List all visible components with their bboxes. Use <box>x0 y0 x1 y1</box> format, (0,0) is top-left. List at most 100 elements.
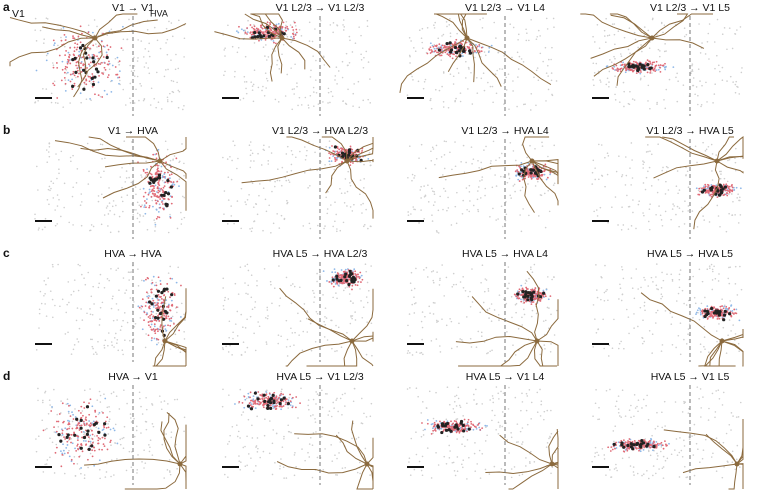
red-cell <box>360 281 362 283</box>
background-cell <box>702 215 704 217</box>
background-cell <box>174 68 177 71</box>
red-cell <box>69 46 72 49</box>
background-cell <box>178 90 181 93</box>
background-cell <box>548 58 550 61</box>
background-cell <box>623 347 625 350</box>
background-cell <box>140 405 142 408</box>
background-cell <box>337 326 340 329</box>
red-cell <box>726 185 729 188</box>
background-cell <box>245 92 248 95</box>
background-cell <box>52 197 55 199</box>
background-cell <box>112 295 114 298</box>
red-cell <box>468 46 470 49</box>
background-cell <box>423 185 425 187</box>
background-cell <box>514 190 516 193</box>
red-cell <box>151 281 154 284</box>
background-cell <box>635 268 638 270</box>
background-cell <box>496 69 499 72</box>
background-cell <box>177 106 180 109</box>
background-cell <box>519 189 522 192</box>
background-cell <box>46 18 49 20</box>
blue-cell <box>150 323 153 326</box>
blue-cell <box>169 177 171 180</box>
blue-cell <box>170 299 173 302</box>
red-cell <box>60 79 63 82</box>
background-cell <box>254 306 256 309</box>
background-cell <box>485 145 487 148</box>
neurite <box>438 160 533 179</box>
soma <box>649 35 655 41</box>
red-cell <box>429 52 432 54</box>
blue-cell <box>475 43 477 46</box>
background-cell <box>57 263 59 266</box>
background-cell <box>465 60 467 63</box>
background-cell <box>740 71 743 74</box>
background-cell <box>137 57 139 59</box>
red-cell <box>261 27 264 30</box>
background-cell <box>352 92 355 95</box>
background-cell <box>230 178 233 181</box>
background-cell <box>471 301 474 303</box>
blue-cell <box>156 297 159 300</box>
background-cell <box>433 27 436 29</box>
background-cell <box>366 321 368 323</box>
red-cell <box>151 188 154 191</box>
background-cell <box>262 187 265 189</box>
red-cell <box>163 197 165 200</box>
background-cell <box>592 62 595 65</box>
blue-cell <box>695 311 698 314</box>
background-cell <box>715 330 718 332</box>
background-cell <box>124 339 126 342</box>
background-cell <box>735 80 738 83</box>
background-cell <box>278 179 281 182</box>
background-cell <box>301 349 304 352</box>
neurite <box>82 37 96 73</box>
background-cell <box>607 355 610 357</box>
background-cell <box>70 353 73 355</box>
background-cell <box>97 340 99 343</box>
background-cell <box>606 173 609 176</box>
red-cell <box>728 191 731 194</box>
red-cell <box>351 148 354 151</box>
background-cell <box>365 270 368 273</box>
background-cell <box>146 292 149 295</box>
background-cell <box>717 280 720 282</box>
background-cell <box>130 29 133 32</box>
background-cell <box>145 333 147 335</box>
red-cell <box>145 301 148 304</box>
neurite <box>161 296 167 342</box>
background-cell <box>482 301 485 304</box>
background-cell <box>435 319 438 322</box>
red-cell <box>146 276 149 279</box>
background-cell <box>286 201 289 204</box>
synapse <box>253 35 257 39</box>
red-cell <box>336 147 339 150</box>
background-cell <box>475 76 478 79</box>
blue-cell <box>143 204 146 207</box>
background-cell <box>169 265 172 268</box>
background-cell <box>109 231 112 234</box>
background-cell <box>665 180 667 183</box>
background-cell <box>332 296 334 299</box>
background-cell <box>435 157 438 160</box>
background-cell <box>107 332 110 334</box>
background-cell <box>263 94 266 97</box>
background-cell <box>166 99 169 101</box>
red-cell <box>294 34 297 36</box>
background-cell <box>170 22 173 24</box>
background-cell <box>633 327 635 329</box>
red-cell <box>148 306 150 309</box>
background-cell <box>309 76 312 78</box>
background-cell <box>492 207 494 210</box>
neurite <box>104 160 161 168</box>
background-cell <box>268 204 270 207</box>
background-cell <box>48 142 51 145</box>
synapse <box>154 294 158 298</box>
blue-cell <box>330 280 333 283</box>
red-cell <box>64 67 67 70</box>
background-cell <box>601 175 604 177</box>
background-cell <box>329 163 331 166</box>
background-cell <box>484 278 487 280</box>
background-cell <box>148 55 151 58</box>
background-cell <box>421 27 424 30</box>
